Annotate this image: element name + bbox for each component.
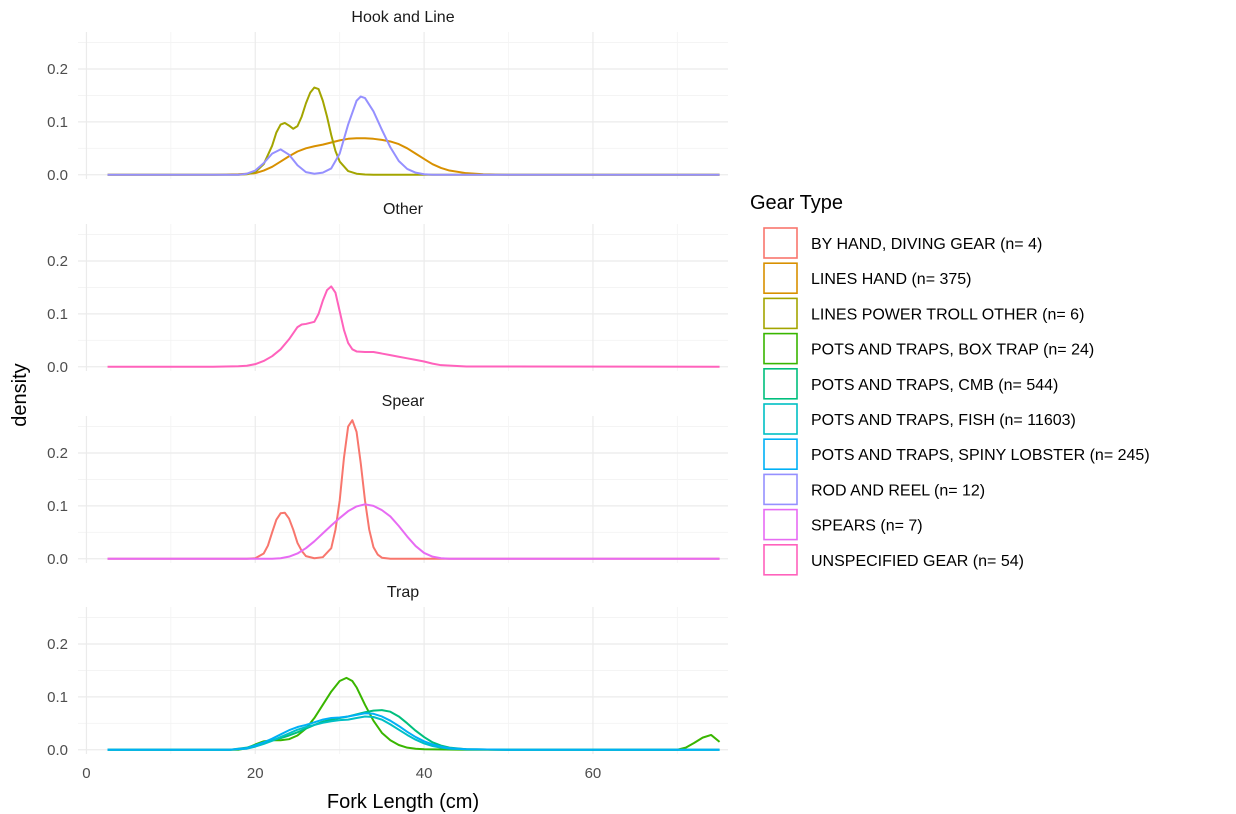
y-tick-label: 0.0 xyxy=(47,742,68,759)
legend-item: UNSPECIFIED GEAR (n= 54) xyxy=(763,543,1024,576)
density-curve xyxy=(107,419,720,560)
legend-label: ROD AND REEL (n= 12) xyxy=(811,482,985,499)
y-tick-label: 0.1 xyxy=(47,114,68,131)
legend-key xyxy=(763,262,798,295)
y-tick-label: 0.2 xyxy=(47,636,68,653)
legend-item: LINES POWER TROLL OTHER (n= 6) xyxy=(763,297,1084,330)
density-curve xyxy=(107,95,720,176)
facet-panel: 0.0 0.1 0.2 Trap 0 20 40 60 xyxy=(47,584,728,782)
major-gridlines xyxy=(78,416,728,563)
major-gridlines xyxy=(78,32,728,179)
facet-title: Hook and Line xyxy=(351,9,454,26)
minor-gridlines xyxy=(78,224,728,371)
legend-label: POTS AND TRAPS, FISH (n= 11603) xyxy=(811,412,1076,429)
legend-item: POTS AND TRAPS, FISH (n= 11603) xyxy=(763,403,1076,435)
legend-key xyxy=(763,473,798,506)
legend: Gear Type BY HAND, DIVING GEAR (n= 4) LINE… xyxy=(750,192,1150,576)
x-tick-label: 0 xyxy=(82,765,90,782)
legend-label: POTS AND TRAPS, CMB (n= 544) xyxy=(811,377,1058,394)
y-tick-label: 0.2 xyxy=(47,445,68,462)
x-tick-label: 40 xyxy=(416,765,433,782)
legend-label: SPEARS (n= 7) xyxy=(811,518,923,535)
facet-panel: 0.0 0.1 0.2 Hook and Line xyxy=(47,9,728,184)
x-axis-title: Fork Length (cm) xyxy=(327,791,479,813)
legend-item: POTS AND TRAPS, BOX TRAP (n= 24) xyxy=(763,332,1094,365)
legend-key xyxy=(763,543,798,576)
density-curve xyxy=(107,503,720,560)
legend-key xyxy=(763,332,798,365)
legend-item: LINES HAND (n= 375) xyxy=(763,262,972,295)
density-curve xyxy=(107,137,720,176)
y-axis-title: density xyxy=(9,363,31,426)
density-curve xyxy=(107,285,720,368)
minor-gridlines xyxy=(78,416,728,563)
facet-title: Trap xyxy=(387,584,419,601)
legend-item: BY HAND, DIVING GEAR (n= 4) xyxy=(763,227,1042,259)
y-tick-label: 0.1 xyxy=(47,689,68,706)
y-tick-label: 0.1 xyxy=(47,498,68,515)
major-gridlines xyxy=(78,224,728,371)
legend-label: POTS AND TRAPS, SPINY LOBSTER (n= 245) xyxy=(811,447,1150,464)
legend-key xyxy=(763,227,798,259)
legend-item: POTS AND TRAPS, SPINY LOBSTER (n= 245) xyxy=(763,438,1150,471)
x-tick-label: 20 xyxy=(247,765,264,782)
density-curve xyxy=(107,709,720,751)
legend-item: SPEARS (n= 7) xyxy=(763,508,923,541)
y-tick-label: 0.0 xyxy=(47,359,68,376)
density-curve xyxy=(107,715,720,751)
y-tick-label: 0.2 xyxy=(47,253,68,270)
facet-panel: 0.0 0.1 0.2 Spear xyxy=(47,393,728,568)
legend-label: LINES POWER TROLL OTHER (n= 6) xyxy=(811,306,1084,323)
legend-key xyxy=(763,403,798,435)
y-tick-label: 0.0 xyxy=(47,167,68,184)
y-tick-label: 0.0 xyxy=(47,551,68,568)
density-curve xyxy=(107,712,720,751)
minor-gridlines xyxy=(78,32,728,179)
legend-label: BY HAND, DIVING GEAR (n= 4) xyxy=(811,236,1042,253)
legend-item: POTS AND TRAPS, CMB (n= 544) xyxy=(763,367,1058,400)
y-tick-label: 0.2 xyxy=(47,61,68,78)
legend-key xyxy=(763,367,798,400)
y-tick-label: 0.1 xyxy=(47,306,68,323)
legend-item: ROD AND REEL (n= 12) xyxy=(763,473,985,506)
legend-label: UNSPECIFIED GEAR (n= 54) xyxy=(811,553,1024,570)
density-curve xyxy=(107,86,720,176)
legend-key xyxy=(763,297,798,330)
legend-key xyxy=(763,508,798,541)
x-tick-label: 60 xyxy=(585,765,602,782)
facet-title: Other xyxy=(383,201,424,218)
facet-title: Spear xyxy=(382,393,425,410)
legend-label: POTS AND TRAPS, BOX TRAP (n= 24) xyxy=(811,342,1094,359)
minor-gridlines xyxy=(78,607,728,754)
legend-key xyxy=(763,438,798,471)
legend-title: Gear Type xyxy=(750,192,843,214)
facet-panel: 0.0 0.1 0.2 Other xyxy=(47,201,728,376)
legend-label: LINES HAND (n= 375) xyxy=(811,271,972,288)
